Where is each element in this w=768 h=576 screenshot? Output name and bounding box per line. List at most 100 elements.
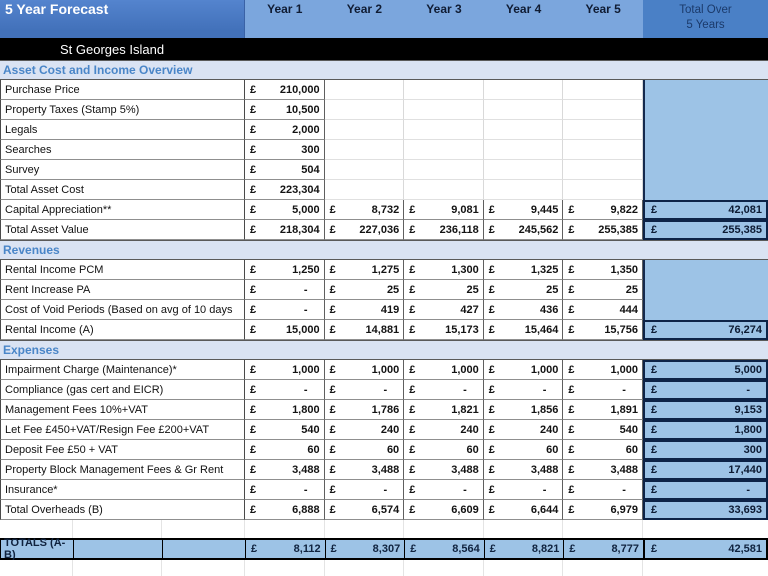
row-label-cell[interactable]: Purchase Price [0,80,245,100]
value-cell[interactable]: £240 [324,420,405,440]
empty-cell[interactable] [563,560,643,576]
value-cell[interactable]: £6,888 [245,500,325,520]
value-cell[interactable]: £3,488 [483,460,564,480]
value-cell[interactable]: £ - [245,280,325,300]
year-column-header-3[interactable]: Year 3 [426,2,462,16]
row-label-cell[interactable]: Capital Appreciation** [0,200,245,220]
value-cell[interactable]: £1,300 [404,260,484,280]
value-cell[interactable]: £5,000 [245,200,325,220]
value-cell[interactable]: £60 [245,440,325,460]
value-cell[interactable] [404,160,484,180]
total-cell[interactable] [642,140,768,160]
value-cell[interactable]: £8,732 [324,200,405,220]
value-cell[interactable]: £60 [404,440,484,460]
value-cell[interactable] [563,160,643,180]
value-cell[interactable] [563,120,643,140]
total-cell[interactable]: £33,693 [642,500,768,520]
row-label-cell[interactable]: Survey [0,160,245,180]
section-header-row[interactable]: Expenses [0,340,768,360]
value-cell[interactable]: £9,822 [563,200,643,220]
value-cell[interactable] [324,160,405,180]
row-label-cell[interactable]: Insurance* [0,480,245,500]
empty-cell[interactable] [325,520,405,538]
year-column-header-1[interactable]: Year 1 [267,2,303,16]
value-cell[interactable]: £3,488 [563,460,643,480]
value-cell[interactable] [324,140,405,160]
row-label-cell[interactable]: Property Block Management Fees & Gr Rent [0,460,245,480]
value-cell[interactable]: £3,488 [404,460,484,480]
empty-cell[interactable] [162,520,245,538]
property-name-band[interactable]: St Georges Island [0,38,768,60]
value-cell[interactable]: £8,821 [485,540,565,558]
total-cell[interactable] [642,80,768,100]
total-cell[interactable] [642,160,768,180]
total-cell[interactable] [642,120,768,140]
value-cell[interactable]: £8,777 [564,540,644,558]
year-column-header-5[interactable]: Year 5 [585,2,621,16]
value-cell[interactable]: £1,800 [245,400,325,420]
value-cell[interactable] [563,140,643,160]
value-cell[interactable]: £3,488 [324,460,405,480]
value-cell[interactable]: £227,036 [324,220,405,240]
value-cell[interactable]: £15,000 [245,320,325,340]
total-cell[interactable]: £255,385 [642,220,768,240]
total-cell[interactable]: £76,274 [642,320,768,340]
value-cell[interactable]: £ - [245,480,325,500]
total-cell[interactable]: £9,153 [642,400,768,420]
value-cell[interactable]: £15,464 [483,320,564,340]
value-cell[interactable]: £1,891 [563,400,643,420]
row-label-cell[interactable]: Cost of Void Periods (Based on avg of 10… [0,300,245,320]
value-cell[interactable] [404,80,484,100]
value-cell[interactable]: £1,250 [245,260,325,280]
row-label-cell[interactable]: Rent Increase PA [0,280,245,300]
value-cell[interactable] [404,100,484,120]
section-header-row[interactable]: Revenues [0,240,768,260]
value-cell[interactable] [563,100,643,120]
value-cell[interactable]: £ - [404,380,484,400]
empty-cell[interactable] [404,560,484,576]
total-cell[interactable] [642,300,768,320]
row-label-cell[interactable]: Impairment Charge (Maintenance)* [0,360,245,380]
totals-grand-total-cell[interactable]: £42,581 [643,540,766,558]
value-cell[interactable]: £540 [563,420,643,440]
empty-cell[interactable] [162,560,245,576]
totals-empty-cell[interactable] [74,540,163,558]
total-cell[interactable] [642,100,768,120]
empty-cell[interactable] [484,520,564,538]
value-cell[interactable]: £1,856 [483,400,564,420]
value-cell[interactable]: £25 [324,280,405,300]
empty-cell[interactable] [404,520,484,538]
value-cell[interactable]: £1,000 [324,360,405,380]
value-cell[interactable]: £1,275 [324,260,405,280]
value-cell[interactable]: £15,756 [563,320,643,340]
value-cell[interactable]: £ - [563,480,643,500]
empty-cell[interactable] [73,520,162,538]
value-cell[interactable]: £ - [404,480,484,500]
value-cell[interactable] [483,100,564,120]
value-cell[interactable] [324,80,405,100]
row-label-cell[interactable]: Total Asset Cost [0,180,245,200]
value-cell[interactable] [563,80,643,100]
value-cell[interactable]: £504 [245,160,325,180]
value-cell[interactable] [483,140,564,160]
empty-cell[interactable] [325,560,405,576]
value-cell[interactable]: £1,350 [563,260,643,280]
value-cell[interactable]: £ - [563,380,643,400]
value-cell[interactable] [483,180,564,200]
value-cell[interactable]: £210,000 [245,80,325,100]
value-cell[interactable] [324,120,405,140]
value-cell[interactable]: £427 [404,300,484,320]
value-cell[interactable]: £300 [245,140,325,160]
total-cell[interactable]: £ - [642,380,768,400]
value-cell[interactable]: £25 [483,280,564,300]
value-cell[interactable]: £9,445 [483,200,564,220]
totals-empty-cell[interactable] [163,540,246,558]
empty-cell[interactable] [563,520,643,538]
value-cell[interactable] [483,80,564,100]
total-cell[interactable]: £5,000 [642,360,768,380]
value-cell[interactable]: £6,979 [563,500,643,520]
row-label-cell[interactable]: Legals [0,120,245,140]
total-cell[interactable]: £ - [642,480,768,500]
value-cell[interactable] [483,160,564,180]
row-label-cell[interactable]: Deposit Fee £50 + VAT [0,440,245,460]
